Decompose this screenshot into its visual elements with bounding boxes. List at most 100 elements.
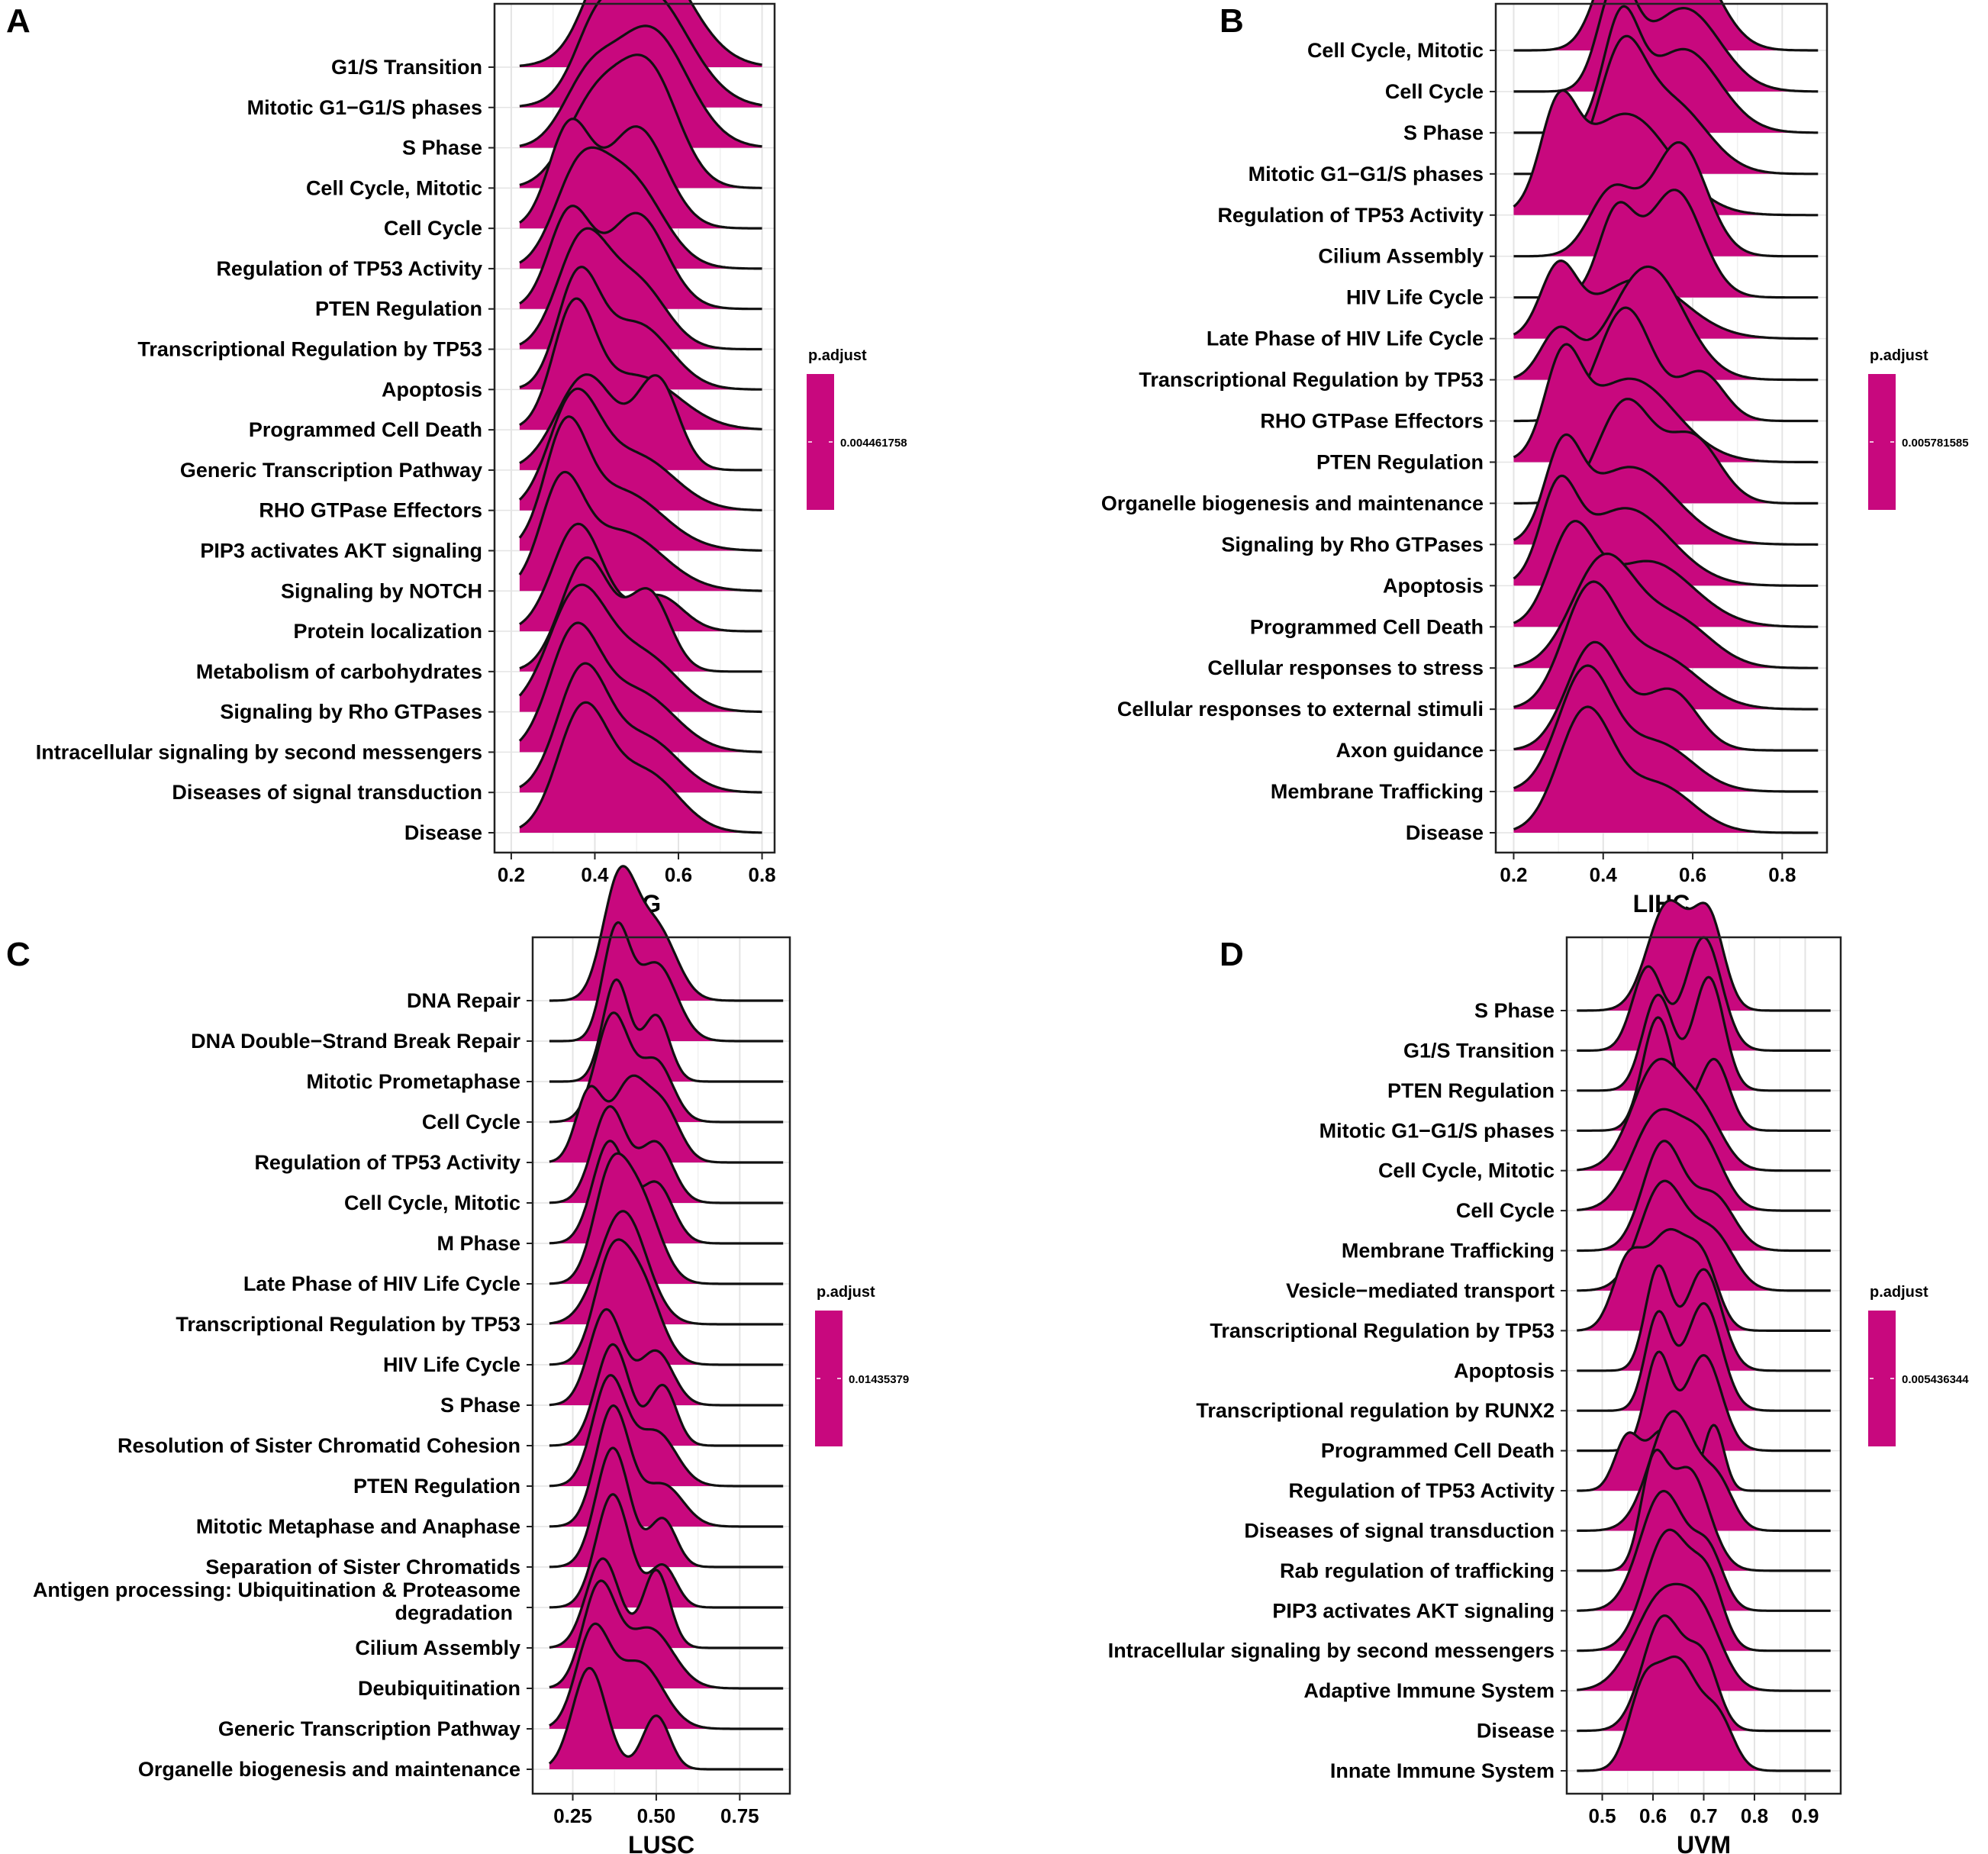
category-label: Cilium Assembly <box>1318 245 1484 268</box>
ridge-fill <box>1577 977 1831 1091</box>
ridge-line <box>519 24 762 148</box>
ridge-line <box>1577 1528 1831 1652</box>
ridge-fill <box>519 702 762 833</box>
ridge-line <box>519 373 762 472</box>
category-label: Cell Cycle <box>1385 80 1484 103</box>
category-label: Programmed Cell Death <box>1250 615 1484 638</box>
legend-value: 0.005436344 <box>1902 1373 1969 1386</box>
ridge-line <box>519 205 762 311</box>
panel-B: B Cell Cycle, Mitotic Cell Cycle S Phase Mit… <box>1101 0 1969 917</box>
ridge-line <box>1577 1582 1831 1692</box>
ridge-line <box>1577 1448 1831 1572</box>
ridge-line <box>1577 975 1831 1092</box>
ridge-fill <box>1577 1584 1831 1691</box>
category-label: Cell Cycle, Mitotic <box>344 1191 520 1214</box>
category-label: Signaling by Rho GTPases <box>1221 533 1484 556</box>
ridge-line <box>518 415 762 552</box>
ridge-line <box>519 662 762 794</box>
category-label: S Phase <box>440 1394 520 1417</box>
ridge-line <box>519 227 762 351</box>
x-tick-label: 0.4 <box>1590 863 1618 886</box>
category-label: Resolution of Sister Chromatid Cohesion <box>118 1434 520 1457</box>
ridge-line <box>1513 520 1819 628</box>
category-label: Axon guidance <box>1336 739 1484 762</box>
category-label: PIP3 activates AKT signaling <box>200 539 482 562</box>
ridge-fill <box>549 1012 784 1122</box>
category-label: Diseases of signal transduction <box>172 781 482 804</box>
ridge-line <box>1513 552 1819 669</box>
legend-value: 0.005781585 <box>1902 437 1969 450</box>
category-label: Signaling by NOTCH <box>281 579 482 602</box>
ridge-fill <box>1577 1109 1831 1211</box>
ridge-line <box>1513 343 1819 464</box>
x-tick-label: 0.25 <box>553 1804 592 1827</box>
category-label: Cell Cycle, Mitotic <box>306 176 482 199</box>
x-axis-title: LUSC <box>628 1831 694 1854</box>
category-label: Transcriptional Regulation by TP53 <box>137 338 482 361</box>
ridge-line <box>1513 433 1819 546</box>
x-tick-label: 0.7 <box>1690 1804 1717 1827</box>
category-label: S Phase <box>1474 999 1555 1022</box>
category-label: G1/S Transition <box>331 56 482 79</box>
category-label: PTEN Regulation <box>1316 450 1484 473</box>
category-label: HIV Life Cycle <box>1346 286 1484 309</box>
ridge-line <box>1577 1140 1831 1253</box>
x-tick-label: 0.6 <box>665 863 692 886</box>
ridge-line <box>519 146 762 270</box>
panel-D: D S Phase G1/S Transition PTEN Regulation Mi… <box>1108 899 1969 1854</box>
category-label: Cell Cycle, Mitotic <box>1378 1159 1555 1182</box>
x-tick-label: 0.4 <box>581 863 609 886</box>
category-label: Cell Cycle <box>1456 1199 1555 1222</box>
category-label: Intracellular signaling by second messen… <box>36 740 482 763</box>
category-label: G1/S Transition <box>1403 1039 1555 1062</box>
plot-frame <box>493 2 776 854</box>
category-label: Mitotic G1−G1/S phases <box>1319 1119 1555 1142</box>
ridge-line <box>519 0 762 108</box>
ridge-line <box>519 0 762 67</box>
panel-A: A G1/S Transition Mitotic G1−G1/S phases S … <box>6 0 907 917</box>
ridge-line <box>1513 664 1819 793</box>
category-label: DNA Repair <box>407 989 521 1012</box>
ridge-fill <box>1513 0 1819 92</box>
ridge-line <box>518 583 762 714</box>
ridge-fill <box>549 1668 784 1769</box>
category-label: Deubiquitination <box>358 1677 520 1700</box>
category-label: Transcriptional regulation by RUNX2 <box>1196 1399 1555 1422</box>
category-label: Metabolism of carbohydrates <box>196 660 482 683</box>
category-label: PIP3 activates AKT signaling <box>1272 1599 1555 1622</box>
ridge-fill <box>1513 266 1819 380</box>
plot-frame <box>531 936 791 1795</box>
category-label: S Phase <box>402 137 482 160</box>
x-tick-label: 0.8 <box>748 863 775 886</box>
plot-frame <box>1494 2 1829 854</box>
ridge-line <box>519 266 762 391</box>
ridge-line <box>518 621 762 753</box>
ridge-line <box>549 1307 784 1407</box>
ridge-line <box>1577 1108 1831 1212</box>
category-label: Organelle biogenesis and maintenance <box>1101 492 1484 514</box>
ridge-line <box>518 470 762 592</box>
ridge-fill <box>1577 1352 1831 1451</box>
category-label: S Phase <box>1403 121 1484 144</box>
ridge-line <box>1577 899 1831 1012</box>
ridge-line <box>549 1105 784 1204</box>
category-label: Generic Transcription Pathway <box>180 459 482 482</box>
category-label: Mitotic G1−G1/S phases <box>247 96 482 119</box>
ridge-line <box>549 1152 784 1285</box>
category-label: Apoptosis <box>382 378 482 401</box>
category-label: Protein localization <box>293 620 482 643</box>
category-label: Cell Cycle, Mitotic <box>1307 39 1484 62</box>
category-label: Regulation of TP53 Activity <box>1217 204 1484 227</box>
ridge-line <box>519 556 762 673</box>
x-tick-label: 0.6 <box>1639 1804 1667 1827</box>
ridge-line <box>519 297 762 430</box>
category-label: Cellular responses to stress <box>1207 656 1484 679</box>
panel-C: C DNA Repair DNA Double−Strand Break Repai… <box>6 865 909 1854</box>
category-label: Late Phase of HIV Life Cycle <box>1207 327 1484 350</box>
category-label: Generic Transcription Pathway <box>218 1717 520 1740</box>
ridge-line <box>1577 1489 1831 1612</box>
ridge-line <box>1513 141 1819 258</box>
category-label: PTEN Regulation <box>1387 1079 1555 1102</box>
x-tick-label: 0.9 <box>1791 1804 1819 1827</box>
